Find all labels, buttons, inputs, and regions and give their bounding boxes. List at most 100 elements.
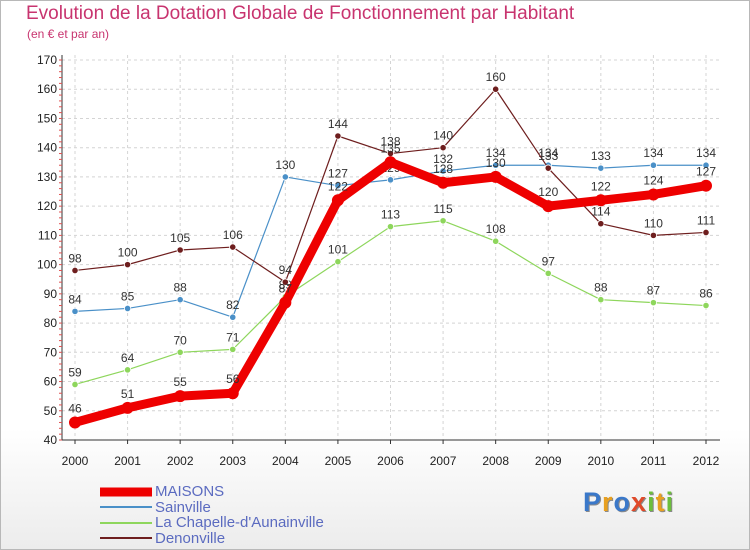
- data-point-denonville: [123, 261, 132, 269]
- y-tick-label: 90: [44, 287, 58, 301]
- data-point-sainville: [649, 161, 658, 169]
- data-point-la-chapelle-d-aunainville: [386, 223, 395, 231]
- data-label-maisons: 130: [486, 156, 506, 170]
- data-point-denonville: [597, 220, 605, 228]
- data-point-maisons: [121, 401, 134, 414]
- data-point-maisons: [489, 170, 502, 183]
- data-point-la-chapelle-d-aunainville: [439, 217, 447, 225]
- chart-subtitle: (en € et par an): [27, 27, 110, 41]
- data-point-la-chapelle-d-aunainville: [544, 269, 552, 277]
- y-tick-label: 140: [37, 141, 57, 155]
- data-label-denonville: 100: [118, 246, 138, 260]
- data-point-denonville: [492, 85, 500, 93]
- data-label-denonville: 138: [380, 135, 400, 149]
- data-point-la-chapelle-d-aunainville: [334, 258, 342, 266]
- chart-title: Evolution de la Dotation Globale de Fonc…: [26, 3, 575, 24]
- logo-letter: P: [583, 487, 603, 517]
- data-label-sainville: 133: [591, 149, 611, 163]
- x-tick-label: 2000: [62, 454, 89, 468]
- data-label-denonville: 144: [328, 117, 348, 131]
- data-point-la-chapelle-d-aunainville: [597, 296, 605, 304]
- data-label-maisons: 46: [68, 401, 82, 415]
- data-point-maisons: [542, 200, 555, 213]
- y-tick-label: 60: [44, 375, 58, 389]
- data-point-maisons: [594, 194, 607, 207]
- legend-swatch-maisons: [100, 487, 152, 497]
- data-point-denonville: [544, 164, 552, 172]
- data-label-maisons: 122: [328, 179, 348, 193]
- logo-letter: r: [602, 487, 614, 517]
- data-label-denonville: 160: [486, 70, 506, 84]
- data-point-denonville: [71, 266, 79, 275]
- legend-label-la-chapelle: La Chapelle-d'Aunainville: [155, 514, 324, 531]
- data-point-sainville: [176, 296, 184, 304]
- data-point-maisons: [384, 156, 397, 169]
- data-label-sainville: 127: [328, 167, 348, 181]
- x-tick-label: 2002: [167, 454, 194, 468]
- legend-swatch-denonville: [100, 537, 152, 540]
- data-label-la-chapelle-d-aunainville: 97: [542, 254, 556, 268]
- data-point-la-chapelle-d-aunainville: [702, 301, 710, 310]
- data-label-maisons: 55: [173, 375, 187, 389]
- data-point-sainville: [492, 161, 500, 169]
- data-label-maisons: 135: [380, 141, 400, 155]
- data-point-la-chapelle-d-aunainville: [71, 380, 79, 389]
- y-tick-label: 110: [38, 228, 57, 242]
- y-tick-label: 70: [44, 345, 58, 359]
- data-point-denonville: [649, 231, 658, 239]
- x-tick-label: 2007: [430, 454, 457, 468]
- data-point-denonville: [281, 278, 289, 286]
- data-label-denonville: 140: [433, 129, 453, 143]
- data-label-la-chapelle-d-aunainville: 108: [486, 222, 506, 236]
- data-point-maisons: [69, 416, 81, 429]
- data-label-sainville: 84: [68, 292, 82, 306]
- data-label-sainville: 134: [696, 146, 716, 160]
- data-label-la-chapelle-d-aunainville: 87: [647, 284, 661, 298]
- data-label-la-chapelle-d-aunainville: 101: [328, 243, 348, 257]
- y-tick-label: 80: [44, 316, 58, 330]
- data-label-sainville: 134: [643, 146, 663, 160]
- x-tick-label: 2003: [219, 454, 246, 468]
- data-point-denonville: [176, 246, 184, 254]
- x-tick-label: 2004: [272, 454, 299, 468]
- logo-letter: i: [665, 487, 675, 517]
- y-tick-label: 130: [37, 170, 57, 184]
- legend-label-maisons: MAISONS: [155, 483, 225, 500]
- data-label-maisons: 56: [226, 372, 240, 386]
- x-tick-label: 2001: [114, 454, 141, 468]
- data-label-la-chapelle-d-aunainville: 64: [121, 351, 135, 365]
- proxiti-logo: Proxiti: [583, 487, 674, 518]
- data-point-la-chapelle-d-aunainville: [229, 345, 237, 353]
- data-point-denonville: [439, 144, 447, 152]
- data-label-sainville: 82: [226, 298, 240, 312]
- data-label-denonville: 133: [538, 149, 558, 163]
- data-point-denonville: [334, 132, 342, 140]
- data-point-denonville: [702, 228, 710, 237]
- data-label-denonville: 111: [697, 213, 716, 227]
- data-point-sainville: [702, 161, 710, 169]
- data-label-sainville: 132: [433, 152, 453, 166]
- data-point-sainville: [386, 176, 395, 184]
- data-label-sainville: 130: [275, 158, 295, 172]
- x-tick-label: 2011: [641, 454, 667, 468]
- data-point-sainville: [71, 307, 79, 315]
- y-tick-label: 100: [37, 258, 57, 272]
- data-point-sainville: [229, 313, 237, 321]
- data-point-sainville: [281, 173, 289, 181]
- data-label-maisons: 122: [591, 179, 611, 193]
- data-point-maisons: [647, 188, 660, 201]
- data-label-denonville: 105: [170, 231, 190, 245]
- data-label-maisons: 51: [121, 387, 135, 401]
- data-point-sainville: [123, 304, 132, 313]
- data-label-la-chapelle-d-aunainville: 113: [381, 208, 400, 222]
- data-label-sainville: 134: [486, 146, 506, 160]
- data-label-denonville: 110: [644, 216, 663, 230]
- data-point-maisons: [174, 390, 187, 403]
- data-point-sainville: [597, 164, 605, 172]
- logo-letter: i: [647, 487, 656, 517]
- data-label-sainville: 134: [538, 146, 558, 160]
- data-point-la-chapelle-d-aunainville: [176, 348, 184, 356]
- logo-letter: o: [613, 487, 632, 517]
- x-tick-label: 2006: [377, 454, 404, 468]
